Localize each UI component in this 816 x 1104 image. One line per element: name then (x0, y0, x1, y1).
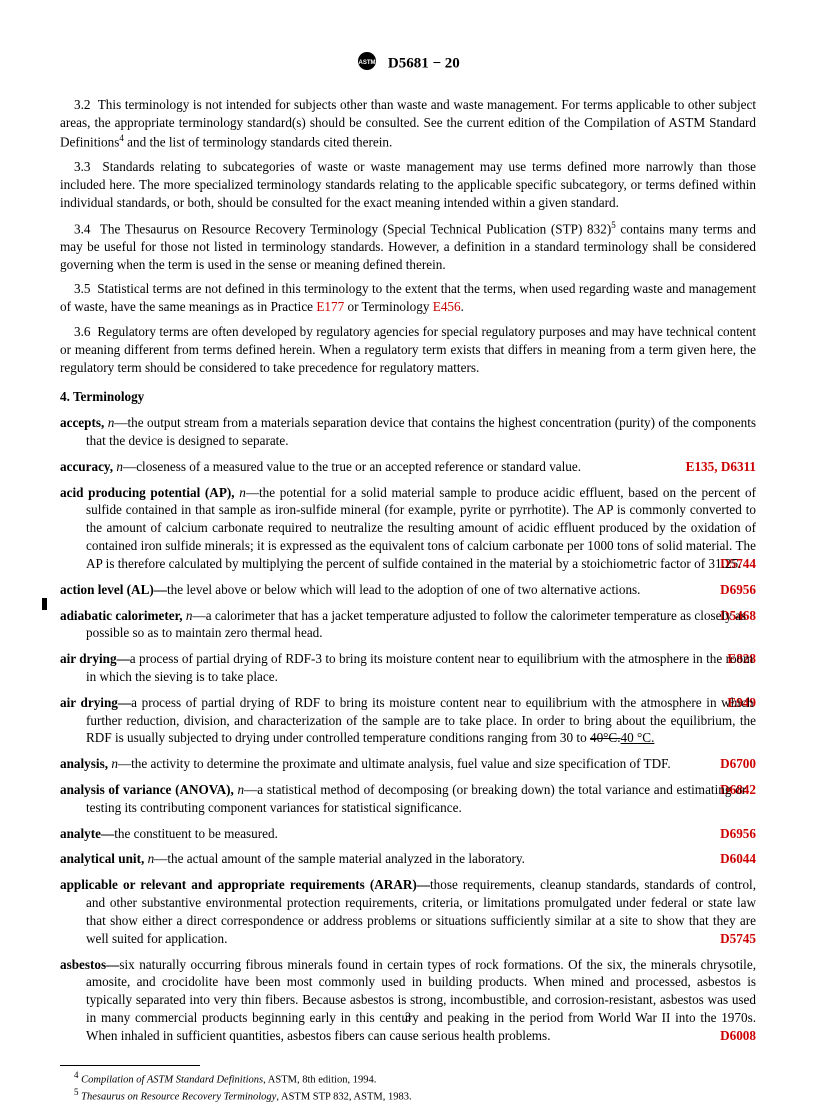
sec-3-6: 3.6 Regulatory terms are often developed… (60, 323, 756, 376)
term-analyte: D6956 analyte—the constituent to be meas… (60, 825, 756, 843)
svg-text:ASTM: ASTM (359, 60, 376, 66)
ref-acid-pp[interactable]: D5744 (746, 555, 756, 573)
ref-anova[interactable]: D6842 (746, 781, 756, 799)
link-e456[interactable]: E456 (433, 299, 461, 314)
ref-arar[interactable]: D5745 (746, 930, 756, 948)
sec-3-5: 3.5 Statistical terms are not defined in… (60, 280, 756, 316)
term-anova: D6842 analysis of variance (ANOVA), n—a … (60, 781, 756, 817)
footnote-4: 4 Compilation of ASTM Standard Definitio… (60, 1070, 756, 1087)
footnote-5: 5 Thesaurus on Resource Recovery Termino… (60, 1087, 756, 1104)
link-e177[interactable]: E177 (316, 299, 344, 314)
ref-air-drying-2[interactable]: E949 (753, 694, 756, 712)
ref-analytical-unit[interactable]: D6044 (746, 850, 756, 868)
term-accuracy: E135, D6311 accuracy, n—closeness of a m… (60, 458, 756, 476)
term-adiabatic: D5468 adiabatic calorimeter, n—a calorim… (60, 607, 756, 643)
term-action-level: D6956 action level (AL)—the level above … (60, 581, 756, 599)
term-air-drying-2: E949 air drying—a process of partial dry… (60, 694, 756, 747)
ref-analysis[interactable]: D6700 (746, 755, 756, 773)
ref-asbestos[interactable]: D6008 (746, 1027, 756, 1045)
page-header: ASTM D5681 − 20 (60, 50, 756, 78)
section-4-heading: 4. Terminology (60, 388, 756, 406)
term-arar: applicable or relevant and appropriate r… (60, 876, 756, 947)
sec-3-4: 3.4 The Thesaurus on Resource Recovery T… (60, 219, 756, 274)
designation: D5681 − 20 (388, 56, 460, 72)
ref-air-drying-1[interactable]: E828 (753, 650, 756, 668)
ref-adiabatic[interactable]: D5468 (746, 607, 756, 625)
change-bar-icon (42, 598, 47, 610)
term-analytical-unit: D6044 analytical unit, n—the actual amou… (60, 850, 756, 868)
ref-analyte[interactable]: D6956 (746, 825, 756, 843)
ref-accuracy[interactable]: E135, D6311 (712, 458, 756, 476)
term-accepts: accepts, n—the output stream from a mate… (60, 414, 756, 450)
astm-logo: ASTM (356, 50, 378, 78)
term-analysis: D6700 analysis, n—the activity to determ… (60, 755, 756, 773)
page-number: 3 (0, 1009, 816, 1026)
sec-3-3: 3.3 Standards relating to subcategories … (60, 158, 756, 211)
term-acid-pp: acid producing potential (AP), n—the pot… (60, 484, 756, 573)
ref-action-level[interactable]: D6956 (746, 581, 756, 599)
term-asbestos: asbestos—six naturally occurring fibrous… (60, 956, 756, 1045)
term-air-drying-1: E828 air drying—a process of partial dry… (60, 650, 756, 686)
sec-3-2: 3.2 This terminology is not intended for… (60, 96, 756, 151)
